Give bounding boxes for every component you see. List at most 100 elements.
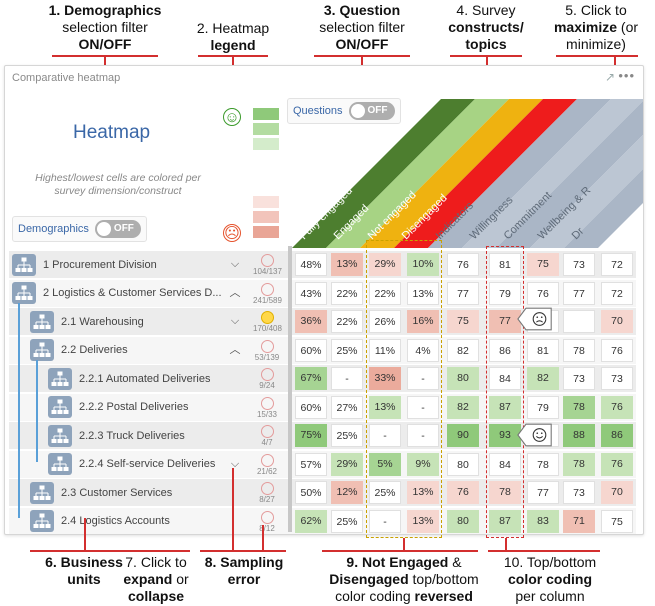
heatmap-cell[interactable]: 29% bbox=[331, 452, 363, 476]
business-unit[interactable]: 2.2 Deliveries bbox=[30, 337, 222, 364]
heatmap-cell[interactable]: 48% bbox=[295, 253, 327, 276]
heatmap-cell[interactable]: 16% bbox=[407, 310, 439, 333]
heatmap-cell[interactable]: 84 bbox=[489, 367, 521, 390]
heatmap-cell[interactable]: 76 bbox=[447, 253, 479, 276]
heatmap-cell[interactable]: 86 bbox=[489, 338, 521, 362]
heatmap-cell[interactable]: 4% bbox=[407, 338, 439, 362]
business-unit[interactable]: 2.2.2 Postal Deliveries bbox=[48, 394, 222, 421]
heatmap-cell[interactable]: 22% bbox=[331, 310, 363, 333]
business-unit[interactable]: 2 Logistics & Customer Services D... bbox=[12, 280, 222, 307]
heatmap-cell[interactable]: 25% bbox=[331, 338, 363, 362]
heatmap-cell[interactable]: - bbox=[407, 367, 439, 390]
heatmap-cell[interactable]: 87 bbox=[489, 509, 521, 533]
chevron-up-icon[interactable]: ︿ bbox=[229, 286, 241, 299]
chevron-down-icon[interactable]: ⌵ bbox=[230, 258, 240, 270]
heatmap-cell[interactable]: 81 bbox=[527, 338, 559, 362]
chevron-down-icon[interactable]: ⌵ bbox=[230, 315, 240, 327]
heatmap-cell[interactable]: 13% bbox=[407, 509, 439, 533]
heatmap-cell[interactable] bbox=[563, 310, 595, 333]
heatmap-cell[interactable]: 76 bbox=[601, 338, 633, 362]
heatmap-cell[interactable]: 87 bbox=[489, 395, 521, 419]
heatmap-cell[interactable]: 11% bbox=[369, 338, 401, 362]
heatmap-cell[interactable]: 62% bbox=[295, 509, 327, 533]
heatmap-cell[interactable]: 84 bbox=[489, 452, 521, 476]
heatmap-cell[interactable]: - bbox=[331, 367, 363, 390]
heatmap-cell[interactable]: - bbox=[407, 424, 439, 447]
heatmap-cell[interactable]: 13% bbox=[331, 253, 363, 276]
heatmap-cell[interactable]: 75 bbox=[447, 310, 479, 333]
heatmap-cell[interactable]: 57% bbox=[295, 452, 327, 476]
heatmap-cell[interactable]: 25% bbox=[369, 481, 401, 504]
heatmap-cell[interactable]: 43% bbox=[295, 281, 327, 305]
heatmap-cell[interactable]: 50% bbox=[295, 481, 327, 504]
heatmap-cell[interactable]: 77 bbox=[447, 281, 479, 305]
heatmap-cell[interactable]: 80 bbox=[447, 367, 479, 390]
heatmap-cell[interactable]: 60% bbox=[295, 395, 327, 419]
heatmap-cell[interactable]: 26% bbox=[369, 310, 401, 333]
heatmap-cell[interactable]: 73 bbox=[563, 367, 595, 390]
heatmap-cell[interactable]: 5% bbox=[369, 452, 401, 476]
business-unit[interactable]: 2.2.3 Truck Deliveries bbox=[48, 422, 222, 449]
heatmap-cell[interactable]: 78 bbox=[563, 395, 595, 419]
heatmap-cell[interactable]: 25% bbox=[331, 509, 363, 533]
heatmap-cell[interactable]: 22% bbox=[331, 281, 363, 305]
heatmap-cell[interactable]: 83 bbox=[527, 509, 559, 533]
heatmap-cell[interactable]: - bbox=[369, 424, 401, 447]
heatmap-cell[interactable]: 67% bbox=[295, 367, 327, 390]
business-unit[interactable]: 2.4 Logistics Accounts bbox=[30, 508, 222, 535]
maximize-arrow-icon[interactable]: ↗ bbox=[604, 70, 615, 84]
heatmap-cell[interactable]: 75 bbox=[527, 253, 559, 276]
heatmap-cell[interactable]: - bbox=[407, 395, 439, 419]
heatmap-cell[interactable]: 72 bbox=[601, 253, 633, 276]
heatmap-cell[interactable]: 79 bbox=[489, 281, 521, 305]
heatmap-cell[interactable]: - bbox=[369, 509, 401, 533]
chevron-down-icon[interactable]: ⌵ bbox=[230, 457, 240, 470]
heatmap-cell[interactable]: 79 bbox=[527, 395, 559, 419]
heatmap-cell[interactable]: 70 bbox=[601, 310, 633, 333]
heatmap-cell[interactable]: 82 bbox=[447, 338, 479, 362]
heatmap-cell[interactable]: 77 bbox=[489, 310, 521, 333]
heatmap-cell[interactable]: 93 bbox=[489, 424, 521, 447]
heatmap-cell[interactable]: 13% bbox=[369, 395, 401, 419]
heatmap-cell[interactable]: 9% bbox=[407, 452, 439, 476]
heatmap-cell[interactable]: 73 bbox=[601, 367, 633, 390]
heatmap-cell[interactable]: 70 bbox=[601, 481, 633, 504]
heatmap-cell[interactable]: 78 bbox=[563, 338, 595, 362]
heatmap-cell[interactable]: 76 bbox=[447, 481, 479, 504]
business-unit[interactable]: 2.2.1 Automated Deliveries bbox=[48, 365, 222, 392]
heatmap-cell[interactable]: 71 bbox=[563, 509, 595, 533]
heatmap-cell[interactable]: 75 bbox=[601, 509, 633, 533]
heatmap-cell[interactable]: 77 bbox=[563, 281, 595, 305]
heatmap-cell[interactable]: 27% bbox=[331, 395, 363, 419]
heatmap-cell[interactable]: 80 bbox=[447, 452, 479, 476]
heatmap-cell[interactable]: 13% bbox=[407, 481, 439, 504]
heatmap-cell[interactable]: 25% bbox=[331, 424, 363, 447]
heatmap-cell[interactable]: 82 bbox=[527, 367, 559, 390]
heatmap-cell[interactable]: 10% bbox=[407, 253, 439, 276]
heatmap-cell[interactable]: 73 bbox=[563, 253, 595, 276]
heatmap-cell[interactable]: 36% bbox=[295, 310, 327, 333]
heatmap-cell[interactable]: 78 bbox=[527, 452, 559, 476]
heatmap-cell[interactable]: 90 bbox=[447, 424, 479, 447]
heatmap-cell[interactable]: 76 bbox=[601, 395, 633, 419]
chevron-up-icon[interactable]: ︿ bbox=[229, 343, 241, 356]
heatmap-cell[interactable]: 76 bbox=[601, 452, 633, 476]
business-unit[interactable]: 2.2.4 Self-service Deliveries bbox=[48, 451, 222, 478]
heatmap-cell[interactable]: 86 bbox=[601, 424, 633, 447]
more-dots-icon[interactable]: ••• bbox=[618, 68, 635, 83]
heatmap-cell[interactable]: 82 bbox=[447, 395, 479, 419]
heatmap-cell[interactable]: 12% bbox=[331, 481, 363, 504]
heatmap-cell[interactable]: 80 bbox=[447, 509, 479, 533]
heatmap-cell[interactable]: 81 bbox=[489, 253, 521, 276]
heatmap-cell[interactable]: 75% bbox=[295, 424, 327, 447]
heatmap-cell[interactable]: 22% bbox=[369, 281, 401, 305]
heatmap-cell[interactable]: 33% bbox=[369, 367, 401, 390]
heatmap-cell[interactable]: 29% bbox=[369, 253, 401, 276]
heatmap-cell[interactable]: 77 bbox=[527, 481, 559, 504]
heatmap-cell[interactable]: 72 bbox=[601, 281, 633, 305]
heatmap-cell[interactable]: 88 bbox=[563, 424, 595, 447]
heatmap-cell[interactable]: 78 bbox=[563, 452, 595, 476]
heatmap-cell[interactable]: 13% bbox=[407, 281, 439, 305]
heatmap-cell[interactable]: 76 bbox=[527, 281, 559, 305]
questions-toggle[interactable]: OFF bbox=[348, 102, 395, 120]
